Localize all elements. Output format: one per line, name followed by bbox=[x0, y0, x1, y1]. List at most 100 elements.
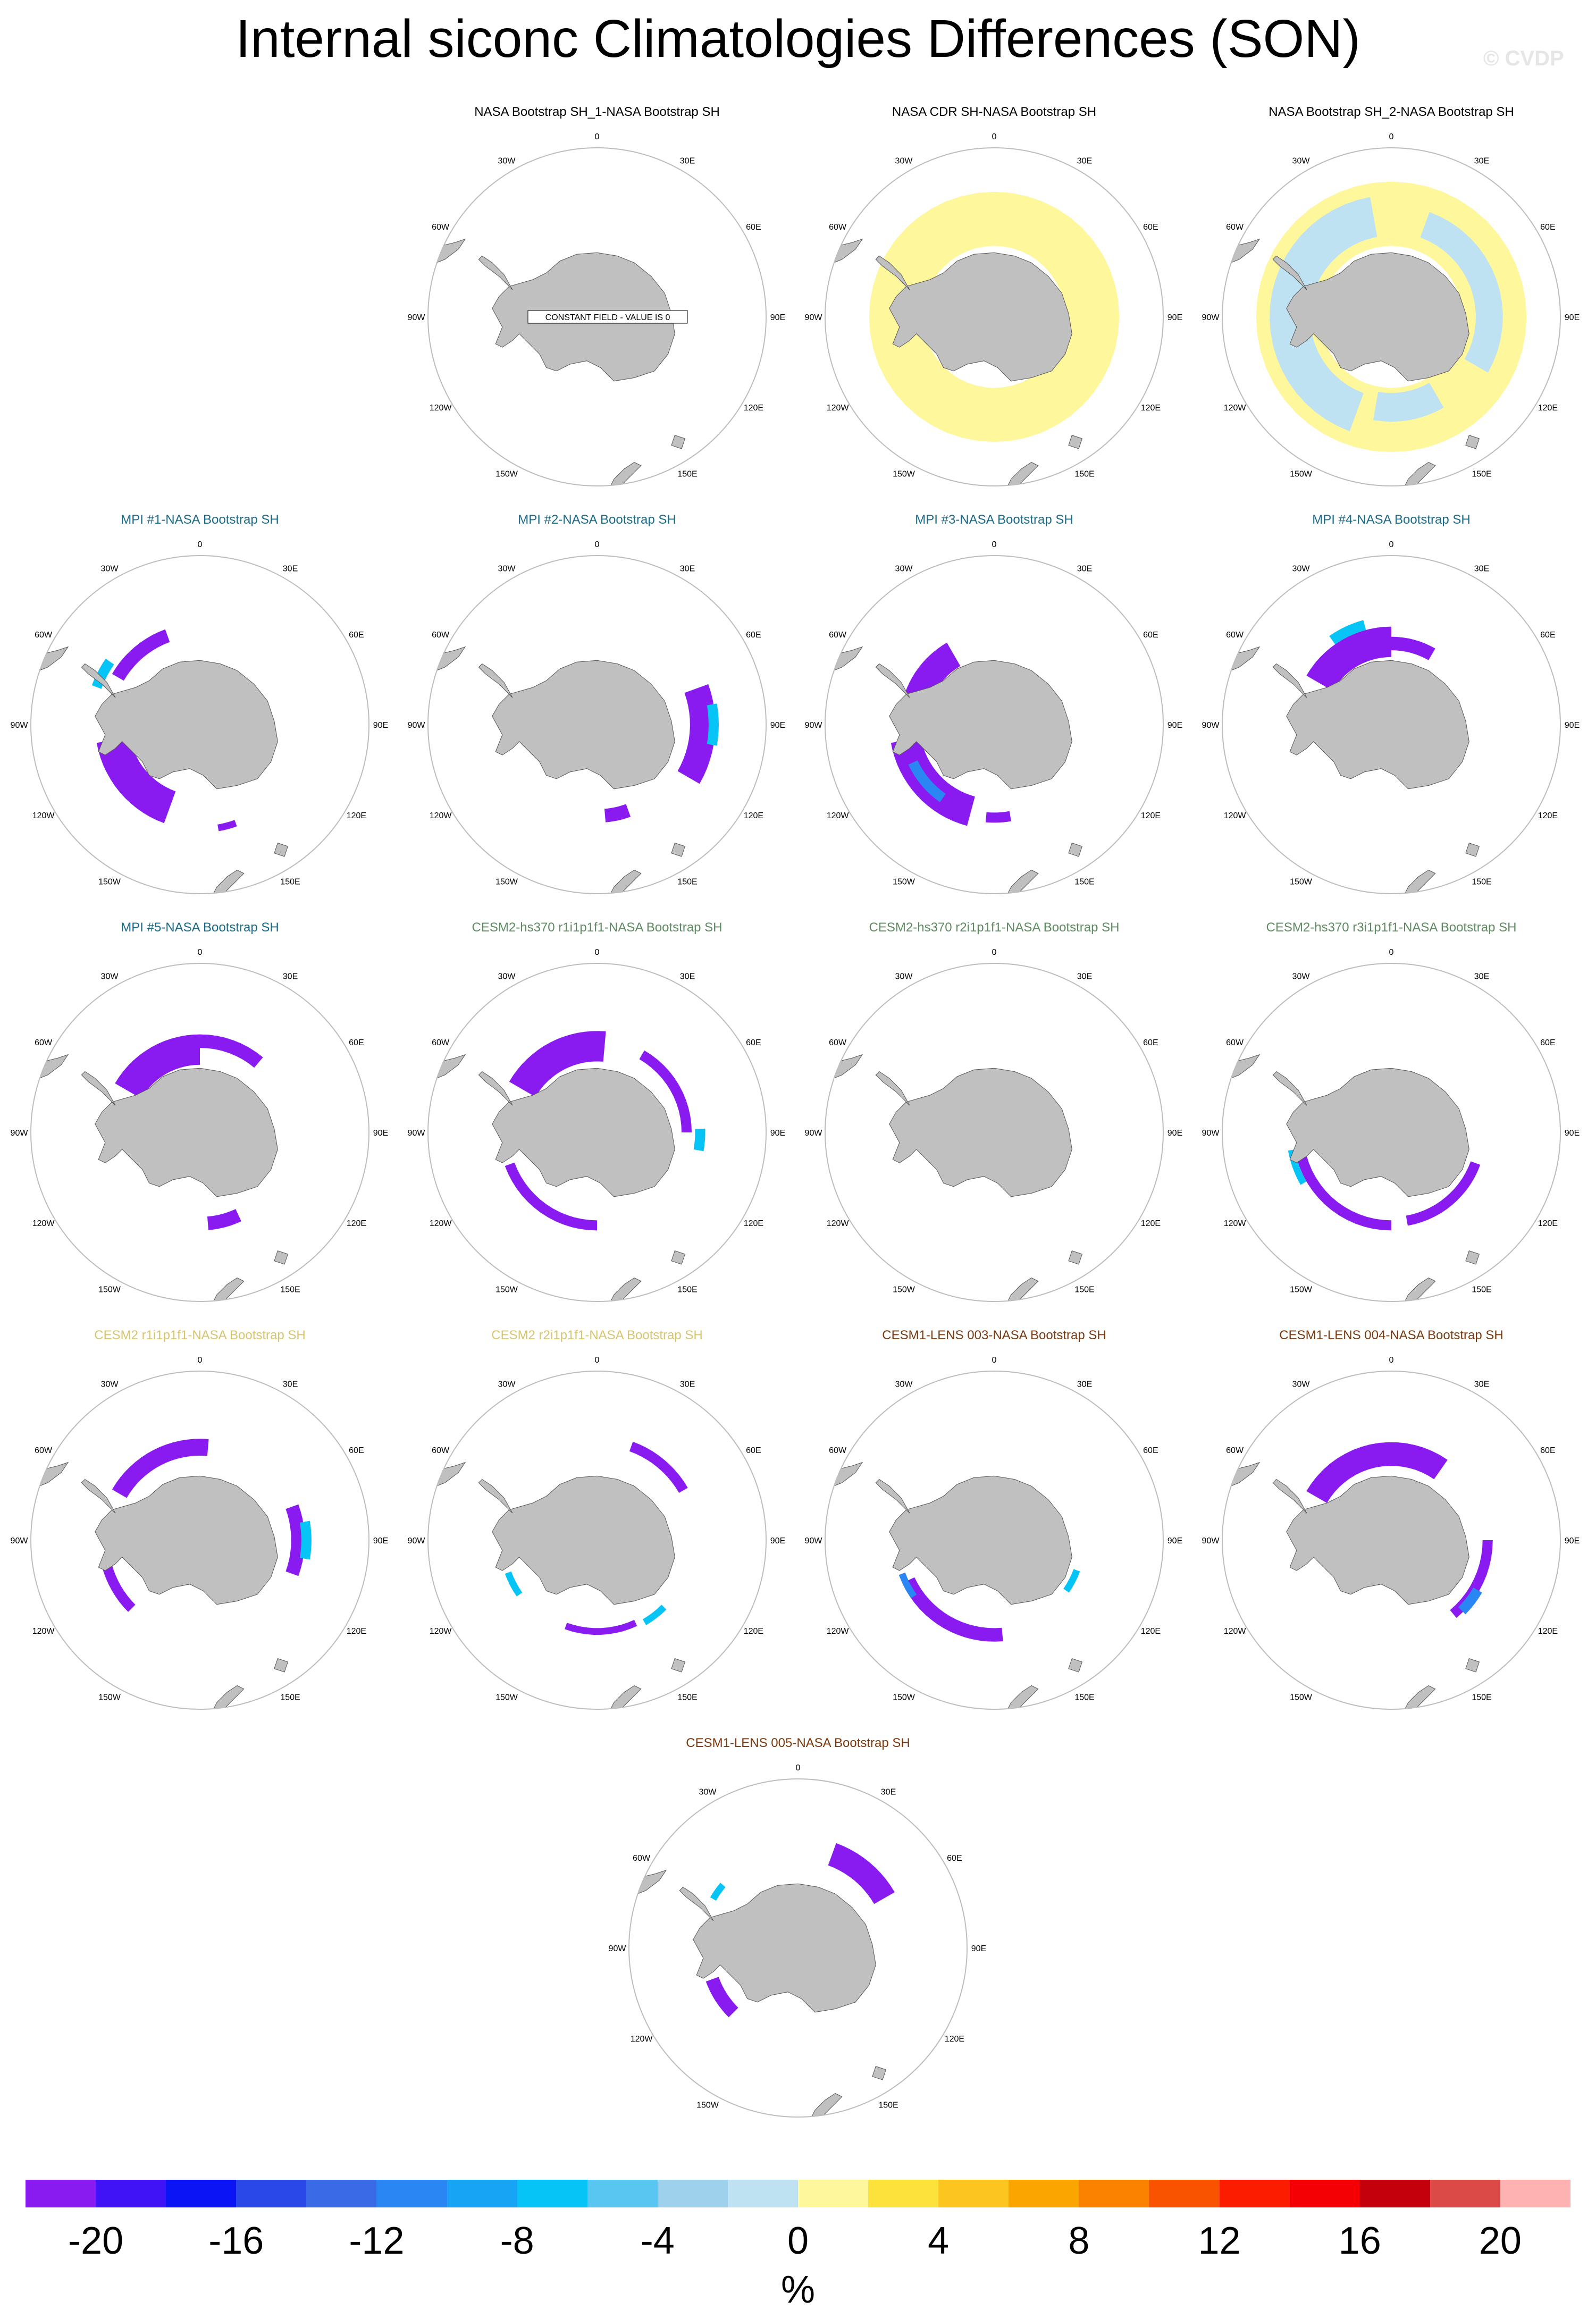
new-zealand-island bbox=[671, 842, 686, 857]
polar-map: 030E60E90E120E150E180150W120W90W60W30W bbox=[1202, 540, 1580, 894]
longitude-label: 30E bbox=[1474, 157, 1489, 166]
polar-map: 030E60E90E120E150E180150W120W90W60W30W bbox=[805, 540, 1182, 894]
longitude-label: 30W bbox=[1292, 1380, 1311, 1389]
longitude-label: 150E bbox=[280, 1285, 300, 1294]
longitude-label: 30E bbox=[283, 972, 298, 981]
longitude-label: 30E bbox=[1474, 1380, 1489, 1389]
longitude-label: 30W bbox=[1292, 972, 1311, 981]
new-zealand-landmass bbox=[1404, 461, 1436, 486]
south-america-landmass bbox=[428, 1462, 466, 1490]
longitude-label: 120E bbox=[945, 2035, 964, 2044]
longitude-label: 120E bbox=[1538, 811, 1558, 820]
south-america-landmass bbox=[1222, 1462, 1261, 1490]
antarctic-peninsula bbox=[875, 255, 910, 290]
longitude-label: 90W bbox=[408, 721, 426, 730]
longitude-label: 150E bbox=[677, 1285, 697, 1294]
colorbar-swatch bbox=[587, 2180, 658, 2207]
colorbar-swatch bbox=[1430, 2180, 1501, 2207]
map-border bbox=[427, 555, 767, 894]
anomaly-region bbox=[1306, 626, 1391, 691]
colorbar-swatch bbox=[1359, 2180, 1431, 2207]
polar-map: 030E60E90E120E150E180150W120W90W60W30W bbox=[805, 1356, 1182, 1710]
map-panel: CESM2 r1i1p1f1-NASA Bootstrap SH 0 30E 60E 9… bbox=[6, 1328, 394, 1710]
longitude-label: 120W bbox=[827, 1627, 850, 1636]
anomaly-region bbox=[1306, 1442, 1448, 1503]
colorbar-tick-label: 4 bbox=[928, 2220, 950, 2262]
map-border bbox=[30, 1371, 369, 1710]
polar-map: 030E60E90E120E150E180150W120W90W60W30W bbox=[408, 948, 785, 1302]
longitude-label: 90E bbox=[1167, 721, 1182, 730]
panel-title: CESM1-LENS 004-NASA Bootstrap SH bbox=[1279, 1328, 1503, 1342]
new-zealand-island bbox=[1068, 1658, 1083, 1673]
longitude-label: 60E bbox=[746, 1446, 761, 1455]
longitude-label: 30W bbox=[895, 157, 913, 166]
colorbar-swatch bbox=[26, 2180, 96, 2207]
new-zealand-landmass bbox=[1404, 869, 1436, 894]
new-zealand-landmass bbox=[1007, 1685, 1039, 1709]
longitude-label: 90W bbox=[1202, 313, 1220, 322]
map-panel: NASA CDR SH-NASA Bootstrap SH 0 30E 60E 90E 1… bbox=[800, 104, 1188, 487]
polar-map: 030E60E90E120E150E180150W120W90W60W30W bbox=[1202, 132, 1580, 486]
longitude-label: 60E bbox=[349, 1038, 364, 1047]
antarctica-landmass bbox=[889, 1068, 1072, 1197]
longitude-label: 150W bbox=[1290, 877, 1313, 886]
polar-map: 030E60E90E120E150E180150W120W90W60W30W bbox=[11, 1356, 388, 1710]
colorbar-tick-label: -8 bbox=[500, 2220, 534, 2262]
longitude-label: 30E bbox=[1077, 972, 1092, 981]
south-america-landmass bbox=[825, 1054, 863, 1082]
new-zealand-island bbox=[1068, 434, 1083, 449]
polar-map: 030E60E90E120E150E180150W120W90W60W30W bbox=[805, 948, 1182, 1302]
antarctic-peninsula bbox=[1272, 663, 1307, 698]
longitude-label: 150W bbox=[495, 1285, 518, 1294]
longitude-label: 150W bbox=[98, 877, 121, 886]
longitude-label: 120E bbox=[744, 1219, 763, 1228]
longitude-label: 90E bbox=[1565, 1536, 1580, 1546]
anomaly-region bbox=[1373, 382, 1444, 422]
anomaly-region bbox=[642, 1605, 667, 1625]
longitude-label: 90W bbox=[1202, 721, 1220, 730]
longitude-label: 30W bbox=[895, 565, 913, 574]
longitude-label: 30W bbox=[699, 1788, 717, 1797]
antarctica-landmass bbox=[889, 252, 1072, 382]
longitude-label: 120E bbox=[1538, 1219, 1558, 1228]
longitude-label: 60W bbox=[35, 631, 53, 640]
antarctic-peninsula bbox=[1272, 1071, 1307, 1106]
anomaly-region bbox=[200, 1034, 263, 1068]
longitude-label: 90E bbox=[373, 1129, 388, 1138]
anomaly-region bbox=[217, 820, 237, 832]
longitude-label: 90W bbox=[609, 1944, 627, 1953]
map-border bbox=[30, 555, 369, 894]
longitude-label: 60W bbox=[829, 223, 847, 232]
map-border bbox=[825, 1371, 1164, 1710]
map-border bbox=[427, 147, 767, 486]
antarctic-peninsula bbox=[875, 1479, 910, 1514]
new-zealand-landmass bbox=[1007, 461, 1039, 486]
longitude-label: 30W bbox=[498, 972, 516, 981]
longitude-label: 120W bbox=[827, 811, 850, 820]
longitude-label: 90E bbox=[1565, 721, 1580, 730]
new-zealand-island bbox=[1465, 1250, 1480, 1265]
longitude-label: 150W bbox=[1290, 1285, 1313, 1294]
new-zealand-landmass bbox=[213, 869, 245, 894]
longitude-label: 90W bbox=[11, 1129, 29, 1138]
colorbar-tick-label: -12 bbox=[349, 2220, 405, 2262]
longitude-label: 120E bbox=[347, 811, 366, 820]
longitude-label: 60W bbox=[35, 1446, 53, 1455]
longitude-label: 90W bbox=[805, 1129, 823, 1138]
anomaly-region bbox=[908, 760, 946, 802]
anomaly-region bbox=[677, 684, 716, 784]
longitude-label: 90W bbox=[408, 1536, 426, 1546]
longitude-label: 120W bbox=[430, 404, 452, 413]
map-panel: CESM2-hs370 r1i1p1f1-NASA Bootstrap SH 0 3… bbox=[403, 920, 791, 1303]
colorbar-swatch bbox=[938, 2180, 1009, 2207]
longitude-label: 150E bbox=[878, 2101, 898, 2110]
polar-map: 030E60E90E120E150E180150W120W90W60W30W bbox=[805, 132, 1182, 486]
polar-map: 030E60E90E120E150E180150W120W90W60W30W bbox=[408, 1356, 785, 1710]
antarctica-landmass bbox=[95, 660, 278, 790]
new-zealand-island bbox=[1068, 842, 1083, 857]
anomaly-region bbox=[639, 1050, 692, 1132]
longitude-label: 90W bbox=[1202, 1129, 1220, 1138]
new-zealand-landmass bbox=[610, 1685, 642, 1709]
new-zealand-landmass bbox=[610, 461, 642, 486]
longitude-label: 150E bbox=[1074, 1285, 1094, 1294]
